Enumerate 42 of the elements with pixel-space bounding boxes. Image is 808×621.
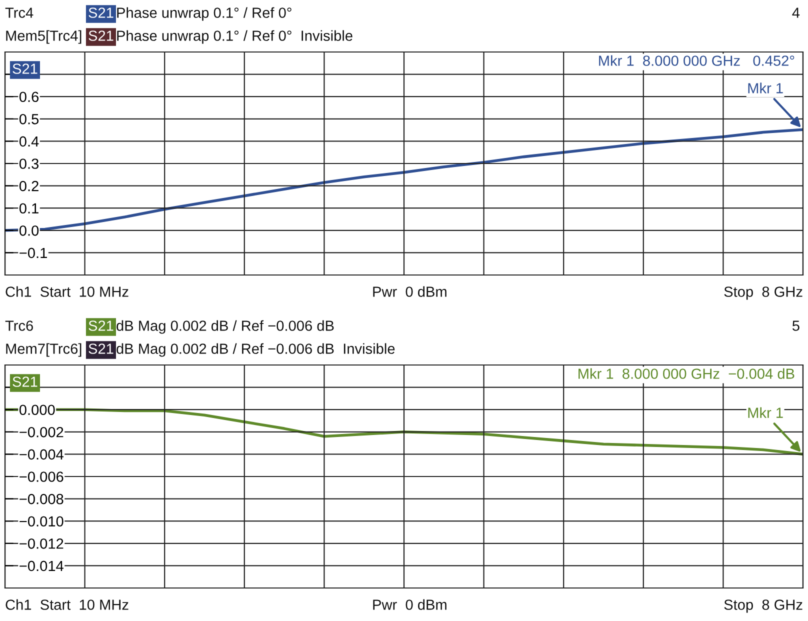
text: Stop 8 GHz bbox=[724, 286, 802, 300]
text: 4 bbox=[792, 8, 800, 18]
y-tick-label: 0.5 bbox=[19, 114, 39, 124]
text: 5 bbox=[792, 320, 800, 331]
text: Mem5[Trc4] bbox=[6, 30, 82, 44]
text: Phase unwrap 0.1° / Ref 0° Invisible bbox=[117, 30, 352, 44]
annotation: S21 bbox=[12, 376, 38, 387]
y-tick-label: −0.008 bbox=[20, 494, 64, 504]
annotation: Mkr 1 bbox=[748, 82, 783, 94]
text: Pwr 0 dBm bbox=[373, 286, 446, 297]
annotation: Mkr 1 bbox=[748, 407, 783, 418]
y-tick-label: 0.1 bbox=[19, 203, 38, 214]
text: Mem7[Trc6] bbox=[6, 343, 82, 357]
text: S21 bbox=[88, 344, 114, 354]
y-tick-label: −0.010 bbox=[20, 516, 64, 527]
annotation: Mkr 1 8.000 000 GHz 0.452° bbox=[599, 55, 794, 66]
text: Trc6 bbox=[5, 320, 33, 331]
y-tick-label: 0.4 bbox=[19, 136, 39, 147]
y-tick-label: −0.004 bbox=[20, 449, 64, 460]
text: Phase unwrap 0.1° / Ref 0° bbox=[117, 7, 292, 21]
y-tick-label: 0.000 bbox=[19, 404, 55, 416]
text: Ch1 Start 10 MHz bbox=[6, 599, 128, 610]
y-tick-label: −0.014 bbox=[20, 560, 64, 572]
y-tick-label: −0.002 bbox=[20, 427, 64, 438]
annotation: S21 bbox=[12, 64, 38, 74]
text: Trc4 bbox=[5, 8, 34, 18]
y-tick-label: −0.006 bbox=[20, 472, 64, 482]
y-tick-label: −0.1 bbox=[20, 248, 47, 258]
y-tick-label: −0.012 bbox=[20, 538, 64, 549]
text: Ch1 Start 10 MHz bbox=[6, 286, 128, 297]
text: S21 bbox=[88, 30, 114, 41]
text: Stop 8 GHz bbox=[724, 600, 802, 613]
y-tick-label: 0.2 bbox=[19, 180, 38, 192]
text: Pwr 0 dBm bbox=[373, 599, 446, 610]
text: S21 bbox=[88, 8, 114, 18]
text: S21 bbox=[88, 320, 114, 331]
text: dB Mag 0.002 dB / Ref −0.006 dB Invisible bbox=[116, 343, 395, 357]
y-tick-label: 0.3 bbox=[19, 158, 39, 169]
text: dB Mag 0.002 dB / Ref −0.006 dB bbox=[116, 320, 334, 334]
y-tick-label: 0.0 bbox=[19, 226, 39, 236]
annotation: Mkr 1 8.000 000 GHz −0.004 dB bbox=[578, 368, 794, 379]
y-tick-label: 0.6 bbox=[19, 92, 39, 102]
